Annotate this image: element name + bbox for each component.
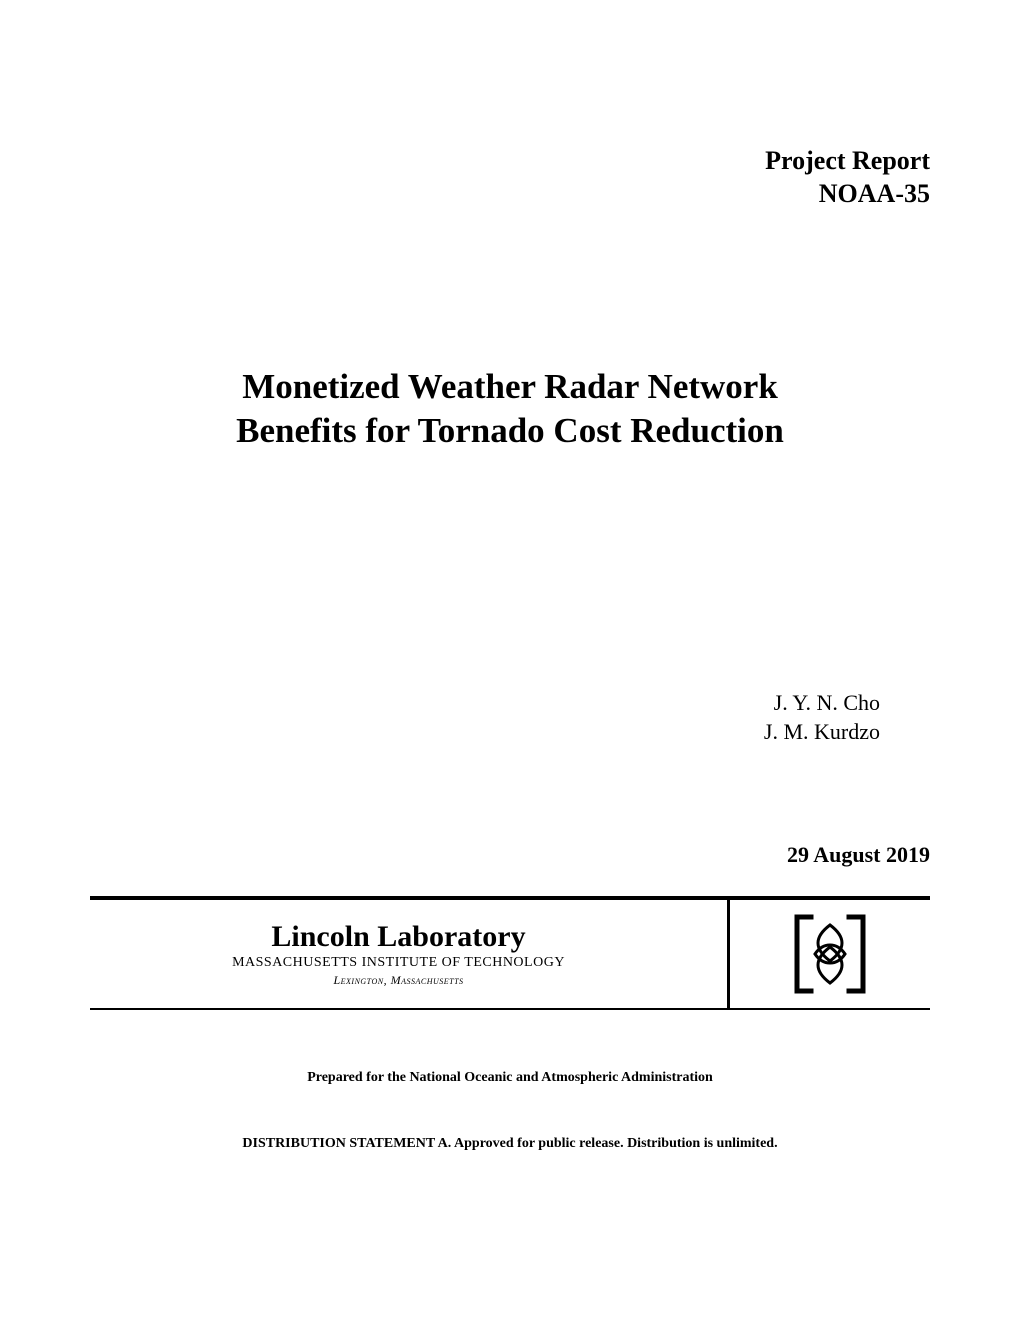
report-label: Project Report <box>90 145 930 178</box>
authors: J. Y. N. Cho J. M. Kurdzo <box>90 688 930 747</box>
report-number: NOAA-35 <box>90 178 930 211</box>
title-line-1: Monetized Weather Radar Network <box>90 365 930 409</box>
report-date: 29 August 2019 <box>90 842 930 868</box>
report-id-block: Project Report NOAA-35 <box>90 145 930 210</box>
report-title: Monetized Weather Radar Network Benefits… <box>90 365 930 453</box>
prepared-for: Prepared for the National Oceanic and At… <box>90 1070 930 1086</box>
report-cover-page: Project Report NOAA-35 Monetized Weather… <box>0 0 1020 1320</box>
title-line-2: Benefits for Tornado Cost Reduction <box>90 409 930 453</box>
footer-block: Prepared for the National Oceanic and At… <box>90 1070 930 1152</box>
lincoln-lab-logo-icon <box>791 913 869 995</box>
lab-text-block: Lincoln Laboratory MASSACHUSETTS INSTITU… <box>90 900 730 1008</box>
lab-logo-cell <box>730 900 930 1008</box>
lab-name: Lincoln Laboratory <box>271 920 525 953</box>
distribution-statement: DISTRIBUTION STATEMENT A. Approved for p… <box>90 1136 930 1152</box>
author-1: J. Y. N. Cho <box>90 688 880 718</box>
lab-banner: Lincoln Laboratory MASSACHUSETTS INSTITU… <box>90 896 930 1010</box>
author-2: J. M. Kurdzo <box>90 717 880 747</box>
lab-location: Lexington, Massachusetts <box>333 973 463 988</box>
lab-organization: MASSACHUSETTS INSTITUTE OF TECHNOLOGY <box>232 955 565 971</box>
